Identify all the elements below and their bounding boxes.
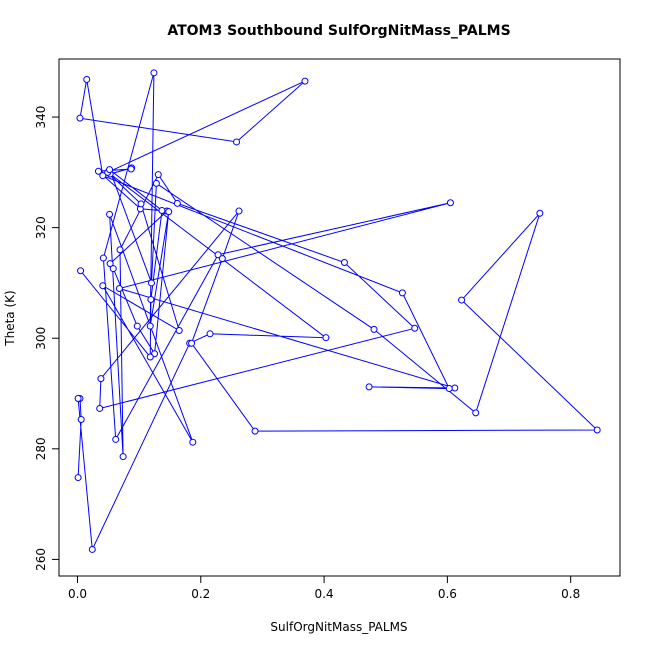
data-point xyxy=(206,330,214,338)
data-point xyxy=(218,255,226,263)
data-point xyxy=(398,289,406,297)
plot-area xyxy=(74,69,601,553)
data-point xyxy=(109,265,117,273)
y-tick-label: 340 xyxy=(34,106,48,129)
data-point xyxy=(370,325,378,333)
data-point xyxy=(74,395,82,403)
x-axis: 0.0 0.2 0.4 0.6 0.8 xyxy=(68,575,580,601)
x-tick-label: 0.4 xyxy=(315,587,334,601)
data-point xyxy=(340,258,348,266)
data-point xyxy=(158,207,166,215)
data-point xyxy=(446,199,454,207)
y-tick-label: 300 xyxy=(34,327,48,350)
data-point xyxy=(301,77,309,85)
data-point xyxy=(233,138,241,146)
data-point xyxy=(137,200,145,208)
data-point xyxy=(146,322,154,330)
data-point xyxy=(445,385,453,393)
data-point xyxy=(147,279,155,287)
data-point xyxy=(173,199,181,207)
data-point xyxy=(458,296,466,304)
x-tick-label: 0.0 xyxy=(68,587,87,601)
data-point xyxy=(99,172,107,180)
data-point xyxy=(147,296,155,304)
data-point xyxy=(106,210,114,218)
data-point xyxy=(77,267,85,275)
data-point xyxy=(133,322,141,330)
chart-title: ATOM3 Southbound SulfOrgNitMass_PALMS xyxy=(167,23,510,39)
x-tick-label: 0.2 xyxy=(191,587,210,601)
y-axis-label: Theta (K) xyxy=(3,290,17,346)
data-point xyxy=(165,208,173,216)
data-point xyxy=(74,474,82,482)
data-point xyxy=(322,334,330,342)
data-point xyxy=(96,404,104,412)
data-point xyxy=(112,435,120,443)
data-point xyxy=(411,324,419,332)
data-point xyxy=(106,166,114,174)
x-tick-label: 0.6 xyxy=(438,587,457,601)
data-point xyxy=(189,438,197,446)
data-point xyxy=(214,251,222,259)
x-tick-label: 0.8 xyxy=(561,587,580,601)
data-point xyxy=(146,353,154,361)
data-point xyxy=(97,375,105,383)
data-point xyxy=(99,254,107,262)
data-point xyxy=(536,209,544,217)
data-point xyxy=(88,545,96,553)
series-line xyxy=(77,72,599,552)
data-point xyxy=(115,284,123,292)
data-point xyxy=(175,326,183,334)
data-point xyxy=(251,427,259,435)
data-point xyxy=(154,171,162,179)
data-point xyxy=(106,260,114,268)
data-point xyxy=(116,246,124,254)
data-point xyxy=(593,426,601,434)
y-axis: 260 280 300 320 340 xyxy=(34,106,60,571)
data-point xyxy=(188,339,196,347)
data-point xyxy=(365,383,373,391)
data-point xyxy=(77,416,85,424)
data-point xyxy=(76,114,84,122)
data-point xyxy=(119,453,127,461)
data-point xyxy=(94,167,102,175)
y-tick-label: 280 xyxy=(34,437,48,460)
y-tick-label: 320 xyxy=(34,216,48,239)
y-tick-label: 260 xyxy=(34,548,48,571)
plot-frame xyxy=(58,58,621,577)
x-axis-label: SulfOrgNitMass_PALMS xyxy=(270,620,407,634)
data-point xyxy=(235,207,243,215)
data-point xyxy=(99,282,107,290)
data-point xyxy=(127,165,135,173)
data-point xyxy=(152,179,160,187)
data-point xyxy=(83,75,91,83)
data-point xyxy=(472,409,480,417)
data-point xyxy=(150,69,158,77)
